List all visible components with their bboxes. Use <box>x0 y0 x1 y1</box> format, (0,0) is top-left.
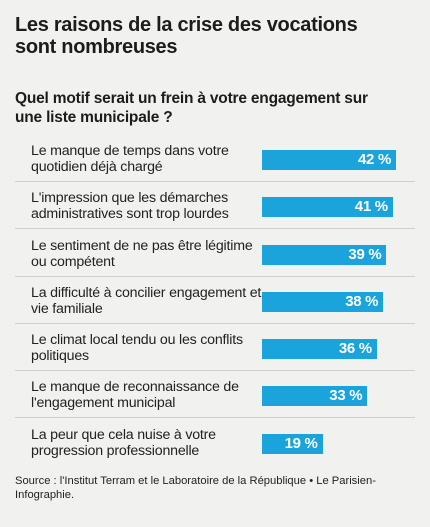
bar-row: Le manque de temps dans votre quotidien … <box>15 138 415 182</box>
category-label: Le manque de reconnaissance de l'engagem… <box>31 379 239 412</box>
chart-subtitle: Quel motif serait un frein à votre engag… <box>15 90 368 126</box>
category-label: Le manque de temps dans votre quotidien … <box>31 143 229 175</box>
bar-row: Le sentiment de ne pas être légitime ou … <box>15 233 415 277</box>
category-label: Le sentiment de ne pas être légitime ou … <box>31 237 253 270</box>
value-label: 19 % <box>284 434 318 452</box>
category-label: L'impression que les démarches administr… <box>31 190 229 223</box>
value-label: 33 % <box>329 387 363 405</box>
value-label: 39 % <box>348 245 382 263</box>
bar: 19 % <box>262 433 323 454</box>
value-label: 38 % <box>345 292 379 310</box>
bar: 41 % <box>262 197 393 218</box>
chart-title: Les raisons de la crise des vocations so… <box>15 14 358 58</box>
bar-row: Le climat local tendu ou les conflits po… <box>15 327 415 372</box>
source-note: Source : l'Institut Terram et le Laborat… <box>15 475 376 501</box>
bar: 38 % <box>262 291 384 312</box>
bar: 39 % <box>262 244 387 265</box>
bar: 42 % <box>262 150 396 170</box>
bar-row: La peur que cela nuise à votre progressi… <box>15 422 415 466</box>
bar-rows: Le manque de temps dans votre quotidien … <box>15 138 415 469</box>
category-label: La difficulté à concilier engagement et … <box>31 284 262 317</box>
bar: 33 % <box>262 386 368 407</box>
category-label: La peur que cela nuise à votre progressi… <box>31 426 216 459</box>
value-label: 36 % <box>338 340 372 358</box>
bar: 36 % <box>262 339 377 360</box>
bar-row: L'impression que les démarches administr… <box>15 185 415 230</box>
category-label: Le climat local tendu ou les conflits po… <box>31 332 243 365</box>
bar-row: La difficulté à concilier engagement et … <box>15 280 415 324</box>
value-label: 41 % <box>354 198 388 216</box>
value-label: 42 % <box>358 151 391 168</box>
bar-row: Le manque de reconnaissance de l'engagem… <box>15 374 415 419</box>
